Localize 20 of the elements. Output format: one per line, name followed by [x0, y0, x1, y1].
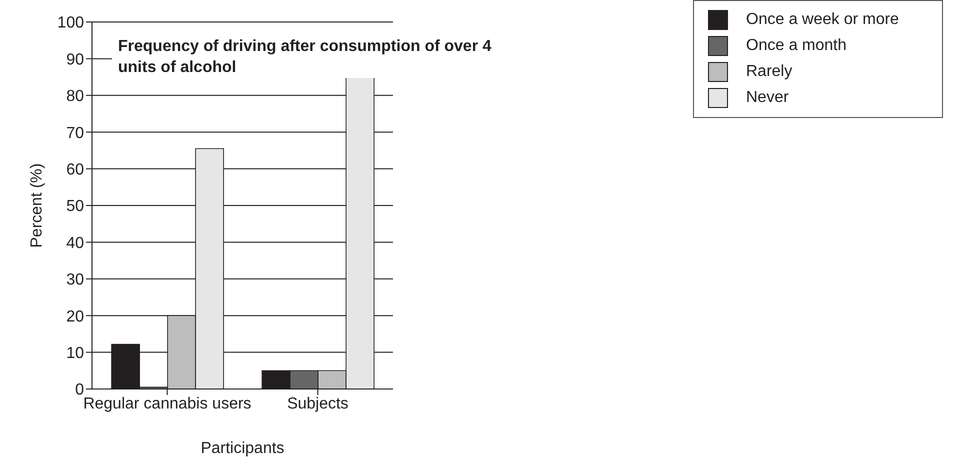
y-tick-label: 70 — [66, 124, 84, 142]
legend-label: Once a week or more — [746, 11, 899, 29]
y-tick-label: 20 — [66, 308, 84, 326]
y-tick-label: 50 — [66, 198, 84, 216]
x-axis-title: Participants — [200, 440, 284, 457]
y-tick-label: 80 — [66, 88, 84, 106]
x-tick-label: Subjects — [287, 395, 348, 412]
legend-label: Rarely — [746, 63, 792, 81]
y-tick-label: 60 — [66, 161, 84, 178]
legend-label: Once a month — [746, 37, 846, 55]
x-tick-label: Regular cannabis users — [83, 395, 252, 412]
y-tick-label: 40 — [66, 234, 84, 252]
y-tick-label: 90 — [66, 51, 84, 68]
y-tick-label: 100 — [57, 14, 84, 32]
y-tick-label: 10 — [66, 344, 84, 362]
text: Frequency of driving after consumption of over 4 units of alcohol — [112, 36, 534, 78]
legend-label: Never — [746, 89, 789, 107]
y-tick-label: 30 — [66, 272, 84, 289]
y-tick-label: 0 — [75, 382, 84, 399]
y-axis-title: Percent (%) — [28, 163, 46, 248]
